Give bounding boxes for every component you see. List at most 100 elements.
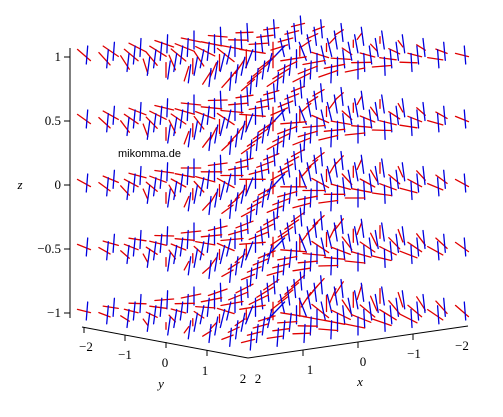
field-vector [167,188,171,208]
field-vector [219,90,222,110]
field-vector [297,130,318,138]
field-vector [255,67,259,88]
field-vector [132,45,136,65]
field-vector [299,15,303,35]
field-vector [422,293,426,314]
field-vector [221,334,234,341]
field-vector [293,214,297,235]
field-vector [214,316,219,336]
field-vector [76,48,92,62]
field-vector [260,226,264,246]
field-vector [454,178,470,188]
field-vector [422,229,426,250]
field-vector [226,301,232,321]
field-vector [266,335,283,340]
field-vector [266,26,270,46]
field-vector [235,157,254,164]
field-vector [159,297,163,317]
field-vector [174,238,195,241]
field-vector [320,147,323,167]
field-vector [226,237,232,257]
field-vector [340,86,344,107]
field-vector [298,233,307,253]
field-vector [256,97,274,103]
field-vector [379,246,397,256]
field-vector [340,150,344,171]
field-vector [306,34,312,54]
field-vector [214,60,219,80]
field-vector [245,113,254,133]
field-vector [228,291,249,301]
field-vector [145,311,158,318]
field-vector [389,49,393,69]
field-vector [266,282,270,302]
field-vector [248,105,269,111]
field-vector [257,250,276,259]
field-vector [245,49,254,69]
field-vector [146,312,151,332]
field-vector [248,294,269,306]
field-vector [463,45,467,65]
field-vector [381,286,385,306]
field-vector [85,109,89,129]
field-vector [410,308,413,329]
field-vector [132,237,136,257]
field-vector [359,178,376,188]
field-vector [112,169,116,189]
field-vector [383,312,386,332]
field-vector [266,154,270,174]
field-vector [128,107,147,116]
field-vector [272,133,290,143]
field-vector [261,188,266,208]
field-vector [246,278,249,299]
field-vector [146,248,151,268]
field-vector [359,52,376,58]
field-vector [235,31,254,34]
field-vector [106,177,109,197]
field-vector [347,297,353,317]
field-vector [128,302,147,305]
field-vector [179,173,184,193]
field-vector [276,135,280,155]
field-vector [85,237,89,257]
field-vector [154,169,175,174]
field-vector [397,39,404,48]
field-vector [154,39,175,48]
y-tick-label: −1 [118,347,132,362]
field-vector [379,183,397,191]
z-tick-label: −1 [47,305,61,320]
field-vector [443,41,446,61]
field-vector [193,248,199,268]
field-vector [123,308,139,314]
field-vector [207,99,228,102]
field-vector [280,249,307,253]
field-vector [299,143,303,163]
field-vector [167,252,171,272]
field-vector [139,293,142,314]
field-vector [410,180,413,201]
field-vector [261,252,266,272]
field-vector [167,316,171,336]
field-vector [102,305,119,310]
vector-field-marks [76,15,470,351]
field-vector [229,263,232,283]
field-vector [427,245,444,256]
field-vector [102,175,119,184]
field-vector [272,19,276,39]
field-vector [333,30,338,50]
field-vector [98,181,111,192]
field-vector [145,116,158,129]
field-vector [208,67,212,88]
field-vector [326,229,333,250]
field-vector [286,222,291,242]
field-vector [277,289,294,303]
field-vector [98,116,111,129]
field-vector [186,101,189,122]
field-vector [363,308,366,329]
field-vector [85,45,89,65]
field-vector [309,124,312,144]
field-vector [318,69,339,78]
field-vector [200,106,223,110]
field-vector [132,173,136,193]
field-vector [313,26,318,46]
